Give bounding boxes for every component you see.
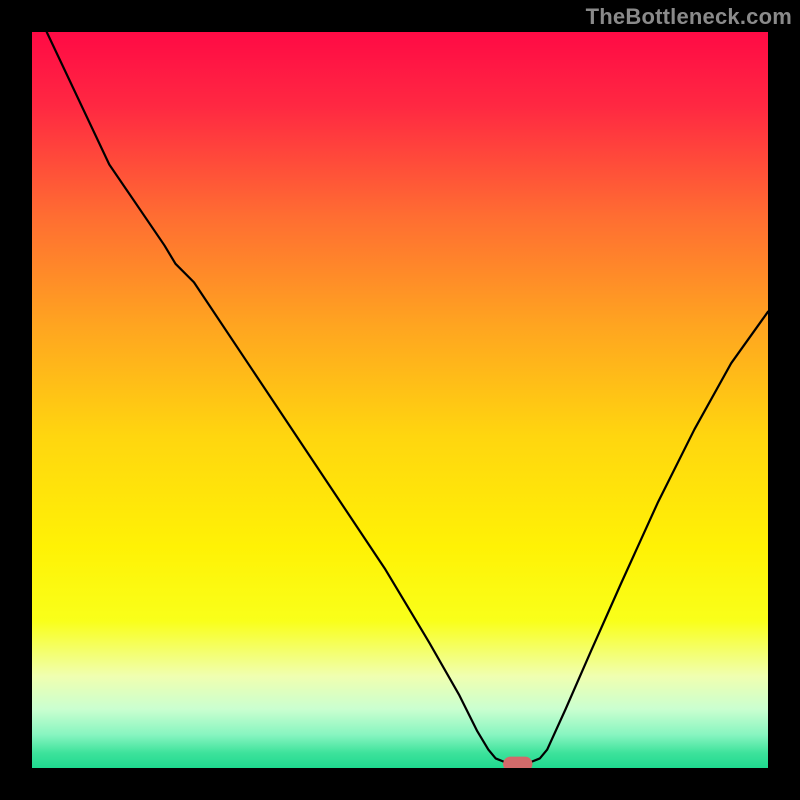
plot-svg xyxy=(32,32,768,768)
optimum-marker xyxy=(503,757,532,768)
plot-area xyxy=(32,32,768,768)
chart-canvas: TheBottleneck.com xyxy=(0,0,800,800)
watermark-text: TheBottleneck.com xyxy=(586,4,792,30)
plot-background xyxy=(32,32,768,768)
